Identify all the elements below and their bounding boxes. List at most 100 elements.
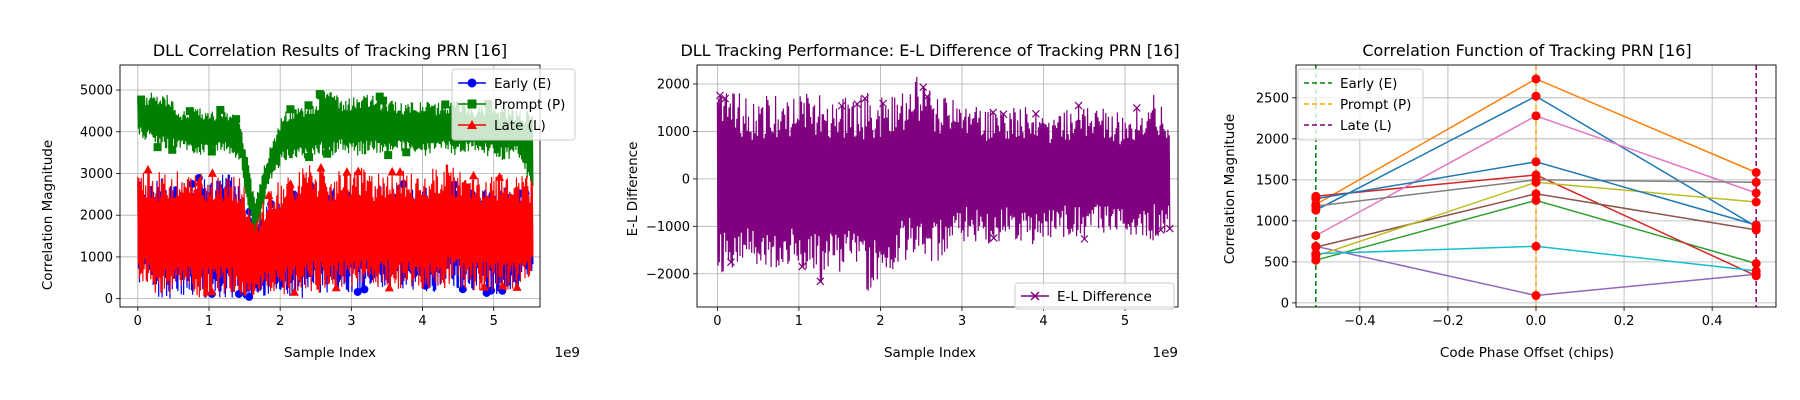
series-prompt-marker bbox=[153, 143, 162, 152]
legend-entry-late: Late (L) bbox=[1304, 118, 1392, 134]
plot-area: 0 1 2 3 4 5 −2000 −1000 0 1000 2000 bbox=[646, 64, 1179, 329]
y-tick-label: 2000 bbox=[80, 209, 113, 224]
series-prompt-marker bbox=[168, 145, 177, 154]
legend-marker-prompt bbox=[467, 99, 477, 109]
legend-label-prompt: Prompt (P) bbox=[1340, 97, 1411, 113]
correlation-point bbox=[1751, 188, 1761, 198]
correlation-point bbox=[1311, 194, 1321, 204]
legend: Early (E) Prompt (P) Late (L) bbox=[451, 68, 576, 141]
x-tick-label: 5 bbox=[490, 314, 498, 329]
legend-frame bbox=[1014, 282, 1175, 310]
correlation-point bbox=[1531, 157, 1541, 167]
series-late-marker bbox=[143, 164, 153, 174]
correlation-point bbox=[1311, 201, 1321, 211]
series-el-difference-marker bbox=[1132, 104, 1141, 112]
y-axis-label: E-L Difference bbox=[625, 142, 641, 237]
series-late-marker bbox=[353, 166, 363, 176]
correlation-point bbox=[1531, 74, 1541, 84]
series-late-marker bbox=[207, 168, 217, 177]
series-el-difference-marker bbox=[999, 110, 1008, 119]
series-prompt-marker bbox=[304, 101, 313, 110]
legend-entry-prompt: Prompt (P) bbox=[1304, 97, 1411, 113]
legend-label-early: Early (E) bbox=[494, 76, 551, 92]
y-tick-label: 1000 bbox=[1256, 214, 1289, 229]
series-prompt-marker bbox=[207, 147, 216, 156]
correlation-point bbox=[1531, 195, 1541, 205]
x-tick-label: 3 bbox=[347, 314, 355, 329]
correlation-point bbox=[1531, 177, 1541, 187]
x-tick-label: 1 bbox=[205, 314, 213, 329]
series-prompt-marker bbox=[286, 105, 295, 114]
y-tick-label: 0 bbox=[682, 172, 690, 187]
chart-title: DLL Correlation Results of Tracking PRN … bbox=[153, 41, 507, 60]
legend-marker-el-difference bbox=[1030, 291, 1040, 301]
legend-entry-early: Early (E) bbox=[1304, 76, 1397, 92]
series-late-marker bbox=[264, 190, 274, 200]
series-el-difference-marker bbox=[837, 101, 846, 110]
correlation-point bbox=[1311, 231, 1321, 241]
x-axis-label: Sample Index bbox=[884, 345, 976, 361]
chart-el-difference: DLL Tracking Performance: E-L Difference… bbox=[625, 41, 1180, 361]
series-late-marker bbox=[497, 280, 507, 290]
series-el-difference-marker bbox=[1074, 101, 1083, 110]
series-late-marker bbox=[289, 287, 299, 296]
x-axis-label: Code Phase Offset (chips) bbox=[1440, 345, 1614, 361]
correlation-point bbox=[1311, 242, 1321, 252]
x-offset-text: 1e9 bbox=[1153, 345, 1178, 361]
y-tick-label: 0 bbox=[1281, 296, 1289, 311]
y-tick-label: 4000 bbox=[80, 125, 113, 140]
series-late-marker bbox=[479, 281, 489, 291]
x-tick-label: 4 bbox=[418, 314, 426, 329]
series-late-line bbox=[137, 164, 534, 298]
series-late-marker bbox=[387, 166, 397, 176]
series-el-difference-marker bbox=[879, 99, 888, 108]
correlation-point bbox=[1531, 291, 1541, 301]
legend-frame bbox=[451, 68, 576, 141]
x-tick-label: 3 bbox=[958, 314, 966, 329]
legend-marker-late bbox=[467, 120, 477, 129]
series-prompt-marker bbox=[305, 153, 314, 162]
series-el-difference-marker bbox=[721, 94, 730, 103]
y-tick-label: 500 bbox=[1264, 255, 1289, 270]
axes-frame bbox=[1295, 64, 1777, 308]
series-prompt-marker bbox=[137, 95, 146, 104]
x-tick-label: 0.0 bbox=[1526, 314, 1547, 329]
series-late-marker bbox=[316, 163, 326, 172]
series-early-marker bbox=[487, 286, 496, 295]
x-tick-label: 5 bbox=[1121, 314, 1129, 329]
y-tick-label: 1000 bbox=[80, 250, 113, 265]
series-early-marker bbox=[188, 180, 197, 189]
series-el-difference-marker bbox=[1031, 109, 1040, 118]
legend: E-L Difference bbox=[1014, 282, 1175, 310]
x-offset-text: 1e9 bbox=[555, 345, 580, 361]
x-tick-label: 1 bbox=[795, 314, 803, 329]
correlation-point bbox=[1531, 91, 1541, 101]
x-axis-label: Sample Index bbox=[284, 345, 376, 361]
y-tick-label: 1000 bbox=[657, 125, 690, 140]
series-late-marker bbox=[194, 177, 204, 187]
correlation-point bbox=[1751, 220, 1761, 230]
series-late-marker bbox=[395, 167, 405, 176]
series-prompt-marker bbox=[323, 149, 332, 158]
legend-entry-el-difference: E-L Difference bbox=[1021, 289, 1152, 305]
series-el-difference-marker bbox=[923, 92, 932, 101]
correlation-point bbox=[1531, 241, 1541, 251]
correlation-point bbox=[1751, 197, 1761, 207]
y-axis-label: Correlation Magnitude bbox=[1222, 114, 1238, 264]
legend-entry-prompt: Prompt (P) bbox=[458, 97, 565, 113]
series-prompt-marker bbox=[379, 96, 388, 105]
series-prompt-marker bbox=[216, 105, 225, 114]
series-el-difference-marker bbox=[1156, 225, 1165, 234]
series-el-difference-marker bbox=[816, 277, 825, 286]
legend-label-late: Late (L) bbox=[1340, 118, 1392, 134]
series-early-marker bbox=[353, 287, 362, 296]
axes-frame bbox=[696, 64, 1179, 308]
chart-title: Correlation Function of Tracking PRN [16… bbox=[1362, 41, 1691, 60]
correlation-point bbox=[1311, 249, 1321, 259]
series-el-difference-marker bbox=[727, 258, 735, 266]
series-el-difference-line bbox=[716, 76, 1171, 291]
correlation-point bbox=[1531, 111, 1541, 121]
series-late-marker bbox=[342, 167, 352, 176]
correlation-point bbox=[1531, 189, 1541, 199]
y-tick-label: 2500 bbox=[1256, 91, 1289, 106]
